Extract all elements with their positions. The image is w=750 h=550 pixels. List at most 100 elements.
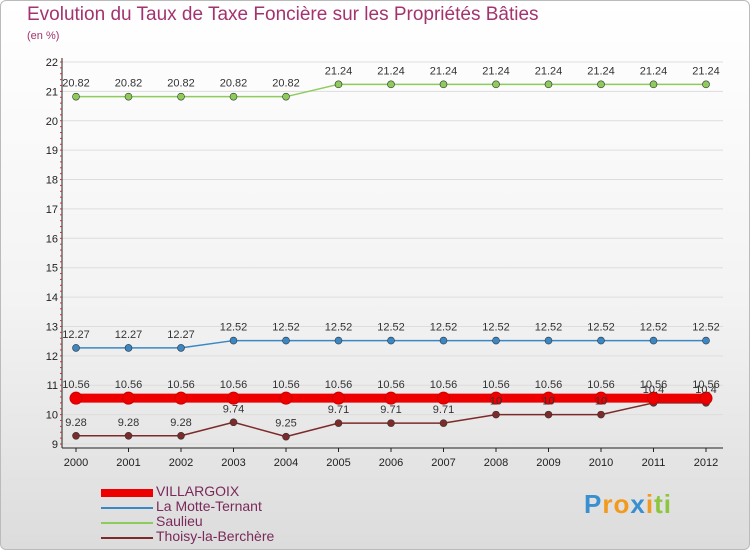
data-point [334,80,343,89]
data-point [699,391,713,405]
y-tick-label: 10 [46,410,58,422]
y-tick-label: 19 [46,145,58,157]
data-label: 10.56 [115,379,143,391]
y-tick-label: 16 [46,233,58,245]
x-tick-label: 2004 [274,457,298,469]
data-label: 9.71 [433,404,454,416]
data-point [544,336,553,345]
data-point [387,336,395,345]
data-point [282,432,290,441]
data-label: 9.28 [65,417,86,429]
x-tick-label: 2010 [589,457,613,469]
data-label: 9.28 [170,417,191,429]
data-label: 20.82 [272,78,300,90]
y-tick-label: 13 [46,321,58,333]
data-label: 10.4 [643,384,664,396]
data-point [124,92,133,101]
y-tick-label: 18 [46,175,58,187]
data-point [597,336,605,345]
data-label: 20.82 [115,78,143,90]
proxiti-logo: Proxiti [584,489,672,520]
logo-letter: x [630,489,646,519]
data-point [72,344,80,352]
x-tick-label: 2005 [326,457,350,469]
data-label: 12.52 [272,322,300,334]
y-tick-label: 9 [52,439,58,451]
x-tick-label: 2009 [536,457,560,469]
legend-swatch [101,507,153,509]
data-label: 10.56 [535,379,563,391]
data-label: 10.56 [62,379,90,391]
x-tick-label: 2001 [116,457,140,469]
legend-swatch [101,489,153,497]
data-point [282,336,290,345]
data-label: 10 [595,396,607,408]
data-point [282,92,290,101]
data-label: 12.52 [325,322,353,334]
data-label: 9.28 [118,417,139,429]
data-point [177,431,185,440]
data-point [492,336,500,345]
data-point [229,336,238,345]
x-tick-label: 2000 [64,457,88,469]
data-label: 10.56 [430,379,458,391]
data-point [544,80,553,89]
data-label: 20.82 [62,78,90,90]
legend-label: Saulieu [156,513,203,529]
data-label: 21.24 [482,65,510,77]
data-label: 10.56 [482,379,510,391]
data-label: 21.24 [640,65,668,77]
data-label: 21.24 [535,65,563,77]
data-point [177,344,185,352]
data-label: 21.24 [692,65,720,77]
logo-letter: P [584,489,603,519]
data-label: 12.52 [482,322,510,334]
data-point [544,410,553,419]
y-tick-label: 14 [46,292,58,304]
data-label: 10.56 [325,379,353,391]
data-point [437,391,450,405]
data-label: 12.27 [167,329,195,341]
y-tick-label: 15 [46,263,58,275]
chart-subtitle: (en %) [27,30,60,42]
y-tick-label: 22 [46,57,58,69]
x-tick-label: 2003 [221,457,245,469]
data-label: 20.82 [167,78,195,90]
data-label: 21.24 [377,65,405,77]
data-label: 12.27 [62,329,90,341]
x-tick-label: 2012 [694,457,718,469]
data-point [439,336,448,345]
data-label: 21.24 [430,65,458,77]
data-point [124,344,133,352]
data-label: 10.56 [640,379,668,391]
data-label: 9.74 [223,403,244,415]
y-tick-label: 21 [46,86,58,98]
legend-label: La Motte-Ternant [156,498,262,514]
data-point [649,336,658,345]
data-label: 12.52 [640,322,668,334]
data-label: 10.56 [272,379,300,391]
logo-letter: r [602,489,614,519]
data-point [492,410,500,419]
data-point [597,80,605,89]
data-point [229,418,238,427]
data-label: 12.52 [430,322,458,334]
data-label: 9.25 [275,418,296,430]
data-label: 10.56 [167,379,195,391]
data-point [72,431,80,440]
logo-letter: i [663,489,672,519]
data-point [384,391,398,405]
data-label: 10 [490,396,502,408]
x-tick-label: 2011 [642,457,666,469]
logo-letter: i [645,489,655,519]
data-label: 12.52 [220,322,248,334]
chart-title: Evolution du Taux de Taxe Foncière sur l… [27,4,539,25]
x-tick-label: 2006 [379,457,403,469]
data-point [492,80,500,89]
data-point [177,92,185,101]
data-point [597,410,605,419]
data-point [334,336,343,345]
data-point [439,80,448,89]
